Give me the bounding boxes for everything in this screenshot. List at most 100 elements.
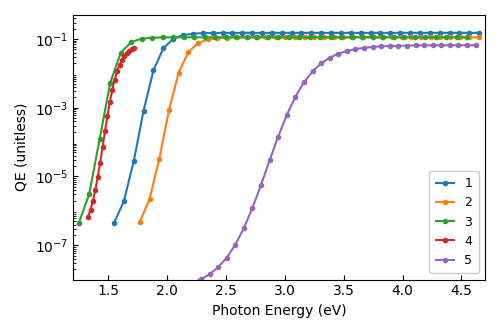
- 3: [412, 35, 418, 39]
- 1: [388, 31, 394, 35]
- 2: [282, 35, 288, 39]
- 2: [456, 35, 462, 39]
- 3: [328, 35, 334, 39]
- Line: 1: 1: [112, 31, 481, 225]
- 3: [422, 35, 428, 39]
- 1: [446, 31, 452, 35]
- 5: [472, 43, 478, 47]
- 5: [224, 256, 230, 260]
- 1: [259, 31, 265, 35]
- 3: [454, 35, 460, 39]
- 3: [244, 35, 250, 39]
- 4: [114, 69, 120, 73]
- 4: [88, 208, 94, 212]
- 5: [318, 61, 324, 65]
- 5: [456, 43, 462, 47]
- 2: [418, 35, 424, 39]
- 1: [200, 31, 206, 35]
- 4: [126, 49, 132, 53]
- 4: [85, 215, 91, 219]
- 5: [190, 281, 196, 285]
- 2: [408, 35, 414, 39]
- 4: [119, 58, 125, 62]
- 3: [96, 137, 102, 141]
- 2: [214, 36, 220, 40]
- 2: [330, 35, 336, 39]
- 1: [348, 31, 354, 35]
- 3: [402, 35, 407, 39]
- 1: [476, 31, 482, 35]
- 4: [131, 46, 137, 50]
- 2: [292, 35, 298, 39]
- 3: [170, 35, 176, 39]
- 1: [308, 31, 314, 35]
- 5: [232, 243, 238, 247]
- 1: [210, 31, 216, 35]
- 2: [476, 35, 482, 39]
- 4: [104, 114, 110, 118]
- 2: [156, 157, 162, 161]
- 2: [176, 71, 182, 75]
- 1: [397, 31, 403, 35]
- 1: [417, 31, 423, 35]
- 5: [404, 44, 410, 48]
- 5: [172, 285, 178, 289]
- 2: [350, 35, 356, 39]
- 3: [275, 35, 281, 39]
- 2: [204, 38, 210, 42]
- 5: [326, 56, 332, 60]
- 2: [186, 50, 192, 54]
- 1: [318, 31, 324, 35]
- 2: [370, 35, 376, 39]
- 5: [430, 43, 436, 47]
- 2: [263, 35, 269, 39]
- 3: [380, 35, 386, 39]
- 1: [249, 31, 255, 35]
- 5: [215, 265, 221, 269]
- 4: [112, 78, 117, 82]
- Line: 5: 5: [173, 43, 478, 289]
- 3: [264, 35, 270, 39]
- 2: [137, 220, 143, 224]
- 3: [296, 35, 302, 39]
- 3: [191, 35, 197, 39]
- 1: [328, 31, 334, 35]
- 5: [361, 46, 367, 50]
- 5: [387, 44, 393, 48]
- 4: [100, 145, 105, 149]
- Line: 4: 4: [86, 46, 136, 219]
- 2: [389, 35, 395, 39]
- 1: [338, 31, 344, 35]
- 1: [180, 33, 186, 37]
- 2: [321, 35, 327, 39]
- 2: [234, 35, 240, 39]
- 5: [378, 44, 384, 48]
- 1: [160, 46, 166, 50]
- 3: [307, 35, 313, 39]
- 3: [107, 81, 113, 85]
- Line: 2: 2: [138, 35, 481, 224]
- 3: [138, 37, 144, 41]
- 5: [412, 43, 418, 47]
- 5: [284, 113, 290, 117]
- 2: [447, 35, 453, 39]
- 3: [149, 36, 155, 40]
- 5: [438, 43, 444, 47]
- 5: [292, 95, 298, 99]
- 4: [102, 129, 108, 133]
- 3: [370, 35, 376, 39]
- 5: [344, 49, 350, 53]
- 1: [298, 31, 304, 35]
- 5: [181, 283, 187, 287]
- 5: [266, 159, 272, 163]
- Line: 3: 3: [76, 35, 469, 225]
- 4: [116, 63, 122, 67]
- 3: [160, 35, 166, 39]
- 4: [97, 161, 103, 165]
- 3: [286, 35, 292, 39]
- 5: [421, 43, 427, 47]
- 3: [318, 35, 324, 39]
- 4: [95, 175, 101, 179]
- 2: [302, 35, 308, 39]
- 2: [166, 108, 172, 112]
